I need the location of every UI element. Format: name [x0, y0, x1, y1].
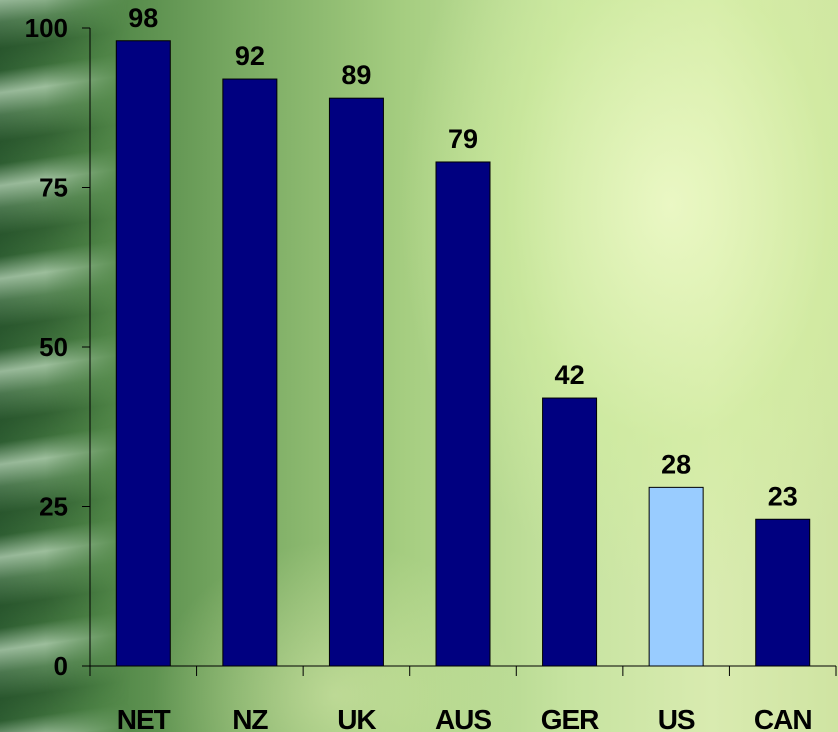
y-tick-label-75: 75	[39, 173, 68, 203]
x-tick-label-us: US	[658, 704, 695, 732]
data-label-aus: 79	[448, 124, 478, 154]
x-tick-label-can: CAN	[754, 704, 812, 732]
x-tick-label-aus: AUS	[435, 704, 491, 732]
x-tick-label-net: NET	[117, 704, 171, 732]
bar-nz	[222, 78, 278, 667]
bars-group	[115, 40, 811, 667]
data-label-nz: 92	[235, 41, 265, 71]
x-ticks-group	[89, 666, 837, 676]
data-label-net: 98	[128, 3, 158, 33]
data-label-ger: 42	[555, 360, 585, 390]
y-ticks-group: 0 25 50 75 100	[25, 13, 90, 681]
y-tick-label-25: 25	[39, 492, 68, 522]
bar-ger	[542, 397, 598, 667]
x-tick-label-ger: GER	[541, 704, 599, 732]
data-labels-group: 98 92 89 79 42 28 23	[128, 3, 797, 512]
y-tick-label-50: 50	[39, 332, 68, 362]
data-label-can: 23	[768, 481, 798, 511]
bar-aus	[435, 161, 491, 667]
bar-us	[648, 486, 704, 667]
background-stripes	[0, 0, 130, 732]
data-label-uk: 89	[341, 60, 371, 90]
y-tick-label-0: 0	[54, 651, 68, 681]
y-tick-label-100: 100	[25, 13, 68, 43]
bar-can	[755, 518, 811, 667]
data-label-us: 28	[661, 449, 691, 479]
bar-net	[115, 40, 171, 667]
x-labels-group: NET NZ UK AUS GER US CAN	[117, 704, 813, 732]
x-tick-label-nz: NZ	[232, 704, 268, 732]
bar-uk	[328, 97, 384, 667]
x-tick-label-uk: UK	[337, 704, 376, 732]
